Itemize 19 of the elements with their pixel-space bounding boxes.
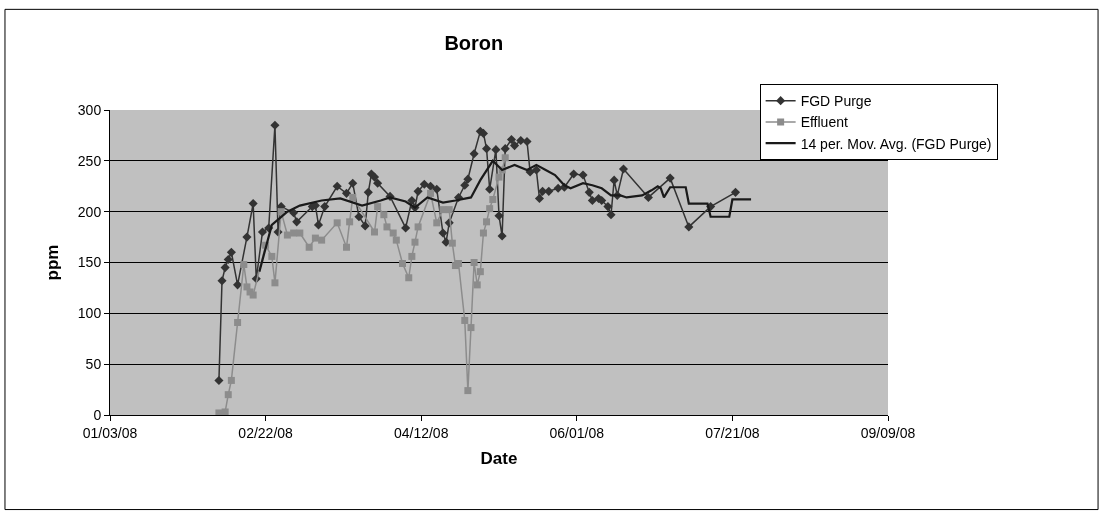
- legend-label: FGD Purge: [800, 93, 872, 110]
- y-tick-label: 50: [85, 356, 102, 373]
- y-tick-label: 0: [93, 406, 102, 423]
- y-tick-label: 150: [77, 254, 102, 271]
- y-tick-label: 250: [77, 152, 102, 169]
- y-tick-label: 300: [77, 101, 102, 118]
- legend-label: Effluent: [800, 114, 848, 131]
- x-tick-label: 01/03/08: [82, 424, 138, 441]
- legend-label: 14 per. Mov. Avg. (FGD Purge): [800, 135, 992, 152]
- y-axis-title: ppm: [43, 244, 63, 281]
- chart-title: Boron: [444, 31, 504, 54]
- y-tick-label: 100: [77, 305, 102, 322]
- x-tick-label: 06/01/08: [549, 424, 605, 441]
- x-tick-label: 07/21/08: [705, 424, 760, 441]
- x-axis-title: Date: [480, 449, 518, 469]
- y-tick-label: 200: [77, 203, 102, 220]
- x-tick-label: 02/22/08: [238, 424, 294, 441]
- x-tick-label: 09/09/08: [860, 424, 916, 441]
- x-tick-label: 04/12/08: [393, 424, 449, 441]
